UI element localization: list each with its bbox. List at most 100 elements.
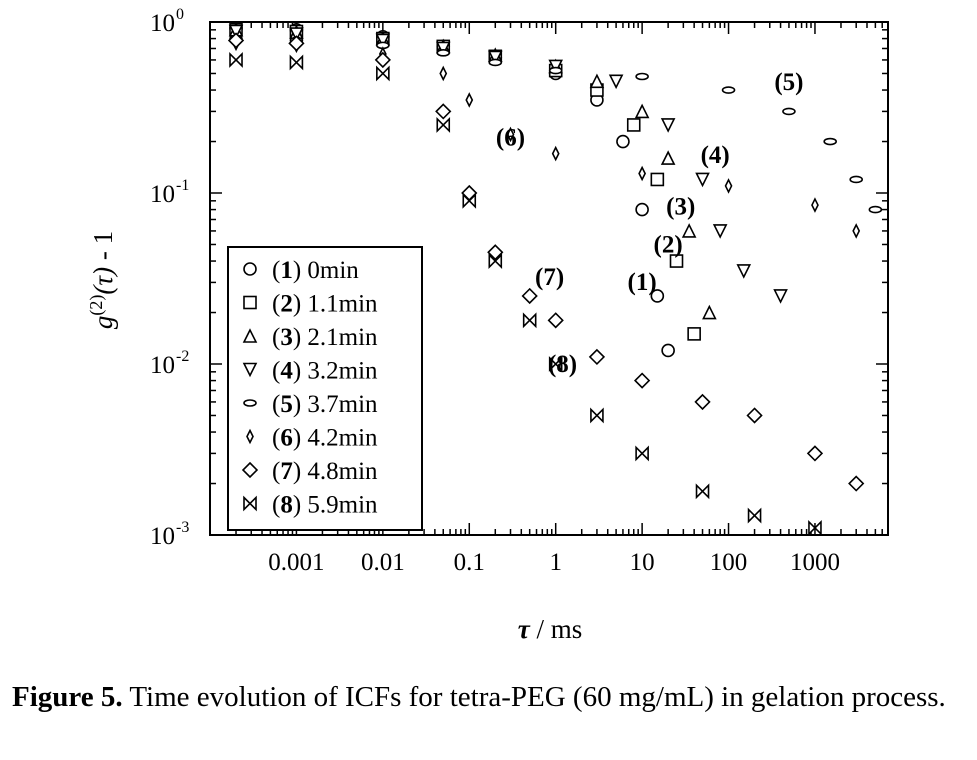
data-point <box>650 172 665 187</box>
data-point <box>650 289 665 303</box>
data-point <box>487 244 504 261</box>
data-point <box>747 507 762 524</box>
data-point <box>375 33 391 49</box>
data-point <box>724 178 733 194</box>
curve-annotation: (3) <box>666 193 695 220</box>
legend-marker <box>243 295 257 310</box>
data-point <box>435 103 452 120</box>
curve-annotation: (2) <box>654 231 683 258</box>
data-point <box>681 223 697 238</box>
data-point <box>635 445 649 462</box>
caption-text: Time evolution of ICFs for tetra-PEG (60… <box>122 681 946 713</box>
y-tick-exponent: -3 <box>176 519 189 536</box>
legend-label: (5) 3.7min <box>272 391 378 418</box>
data-point <box>736 264 752 279</box>
legend-marker <box>246 428 254 445</box>
data-point <box>687 327 701 341</box>
data-point <box>608 74 624 90</box>
data-point <box>634 103 650 119</box>
curve-annotation: (8) <box>548 351 577 378</box>
data-point <box>721 86 736 94</box>
x-tick-label: 1000 <box>790 549 840 576</box>
legend-marker <box>243 495 257 512</box>
data-point <box>590 407 604 424</box>
legend-label: (2) 1.1min <box>272 291 378 318</box>
data-point <box>694 393 711 411</box>
y-tick-exponent: -1 <box>176 177 189 194</box>
curve-annotation: (4) <box>701 142 730 169</box>
data-point <box>626 118 641 132</box>
data-point <box>488 253 503 269</box>
data-point <box>521 287 538 305</box>
curve-annotation: (1) <box>628 269 657 296</box>
data-point <box>487 50 503 66</box>
y-tick-exponent: 0 <box>176 6 184 23</box>
data-point <box>848 475 865 492</box>
data-point <box>746 407 763 424</box>
data-point <box>660 118 676 133</box>
legend-label: (7) 4.8min <box>272 458 378 485</box>
y-tick-label: 10 <box>150 352 175 379</box>
data-point <box>823 137 837 146</box>
data-point <box>288 35 305 52</box>
x-tick-label: 10 <box>630 549 655 576</box>
data-point <box>661 343 675 358</box>
data-point <box>633 372 651 389</box>
legend-marker <box>242 362 258 378</box>
data-point <box>376 65 390 82</box>
data-point <box>551 145 560 162</box>
legend-marker <box>241 461 259 479</box>
legend-label: (4) 3.2min <box>272 358 378 385</box>
data-point <box>289 54 304 71</box>
y-tick-label: 10 <box>150 10 175 37</box>
data-point <box>488 58 503 67</box>
data-point <box>712 224 728 239</box>
data-point <box>669 254 684 268</box>
curve-annotation: (7) <box>535 264 564 291</box>
y-tick-label: 10 <box>150 523 175 550</box>
data-point <box>374 51 391 69</box>
series-6 <box>232 35 861 239</box>
series-7 <box>227 32 865 492</box>
x-tick-label: 1 <box>549 549 562 576</box>
data-point <box>465 92 474 108</box>
data-point <box>635 202 649 217</box>
data-point <box>660 150 676 165</box>
data-point <box>635 72 649 81</box>
legend-marker <box>243 262 257 276</box>
y-tick-exponent: -2 <box>176 348 189 365</box>
data-point <box>548 66 563 75</box>
data-point <box>638 165 647 182</box>
data-point <box>702 304 717 320</box>
data-point <box>849 175 863 184</box>
series-8 <box>229 52 822 536</box>
data-point <box>439 65 448 82</box>
data-point <box>547 312 564 329</box>
data-point <box>811 197 819 213</box>
plot-frame <box>209 21 889 536</box>
legend-label: (3) 2.1min <box>272 324 378 351</box>
data-point <box>436 49 451 57</box>
data-point <box>852 223 861 239</box>
data-point <box>506 126 515 143</box>
x-axis-label: τ / ms <box>518 614 583 644</box>
x-tick-label: 100 <box>710 549 748 576</box>
legend-label: (8) 5.9min <box>272 492 378 519</box>
data-point <box>868 205 883 214</box>
y-axis-label: g(2)(τ) - 1 <box>86 231 118 329</box>
legend-label: (6) 4.2min <box>272 425 378 452</box>
x-tick-label: 0.01 <box>361 549 405 576</box>
data-point <box>462 192 477 209</box>
series-4 <box>228 24 788 304</box>
data-point <box>589 73 605 89</box>
x-tick-label: 0.1 <box>454 549 485 576</box>
data-point <box>695 483 710 500</box>
data-point <box>435 41 451 57</box>
data-point <box>229 52 243 68</box>
legend-marker <box>242 328 258 343</box>
curve-annotation: (6) <box>496 124 525 151</box>
legend-box <box>227 246 423 531</box>
data-point <box>548 59 563 75</box>
